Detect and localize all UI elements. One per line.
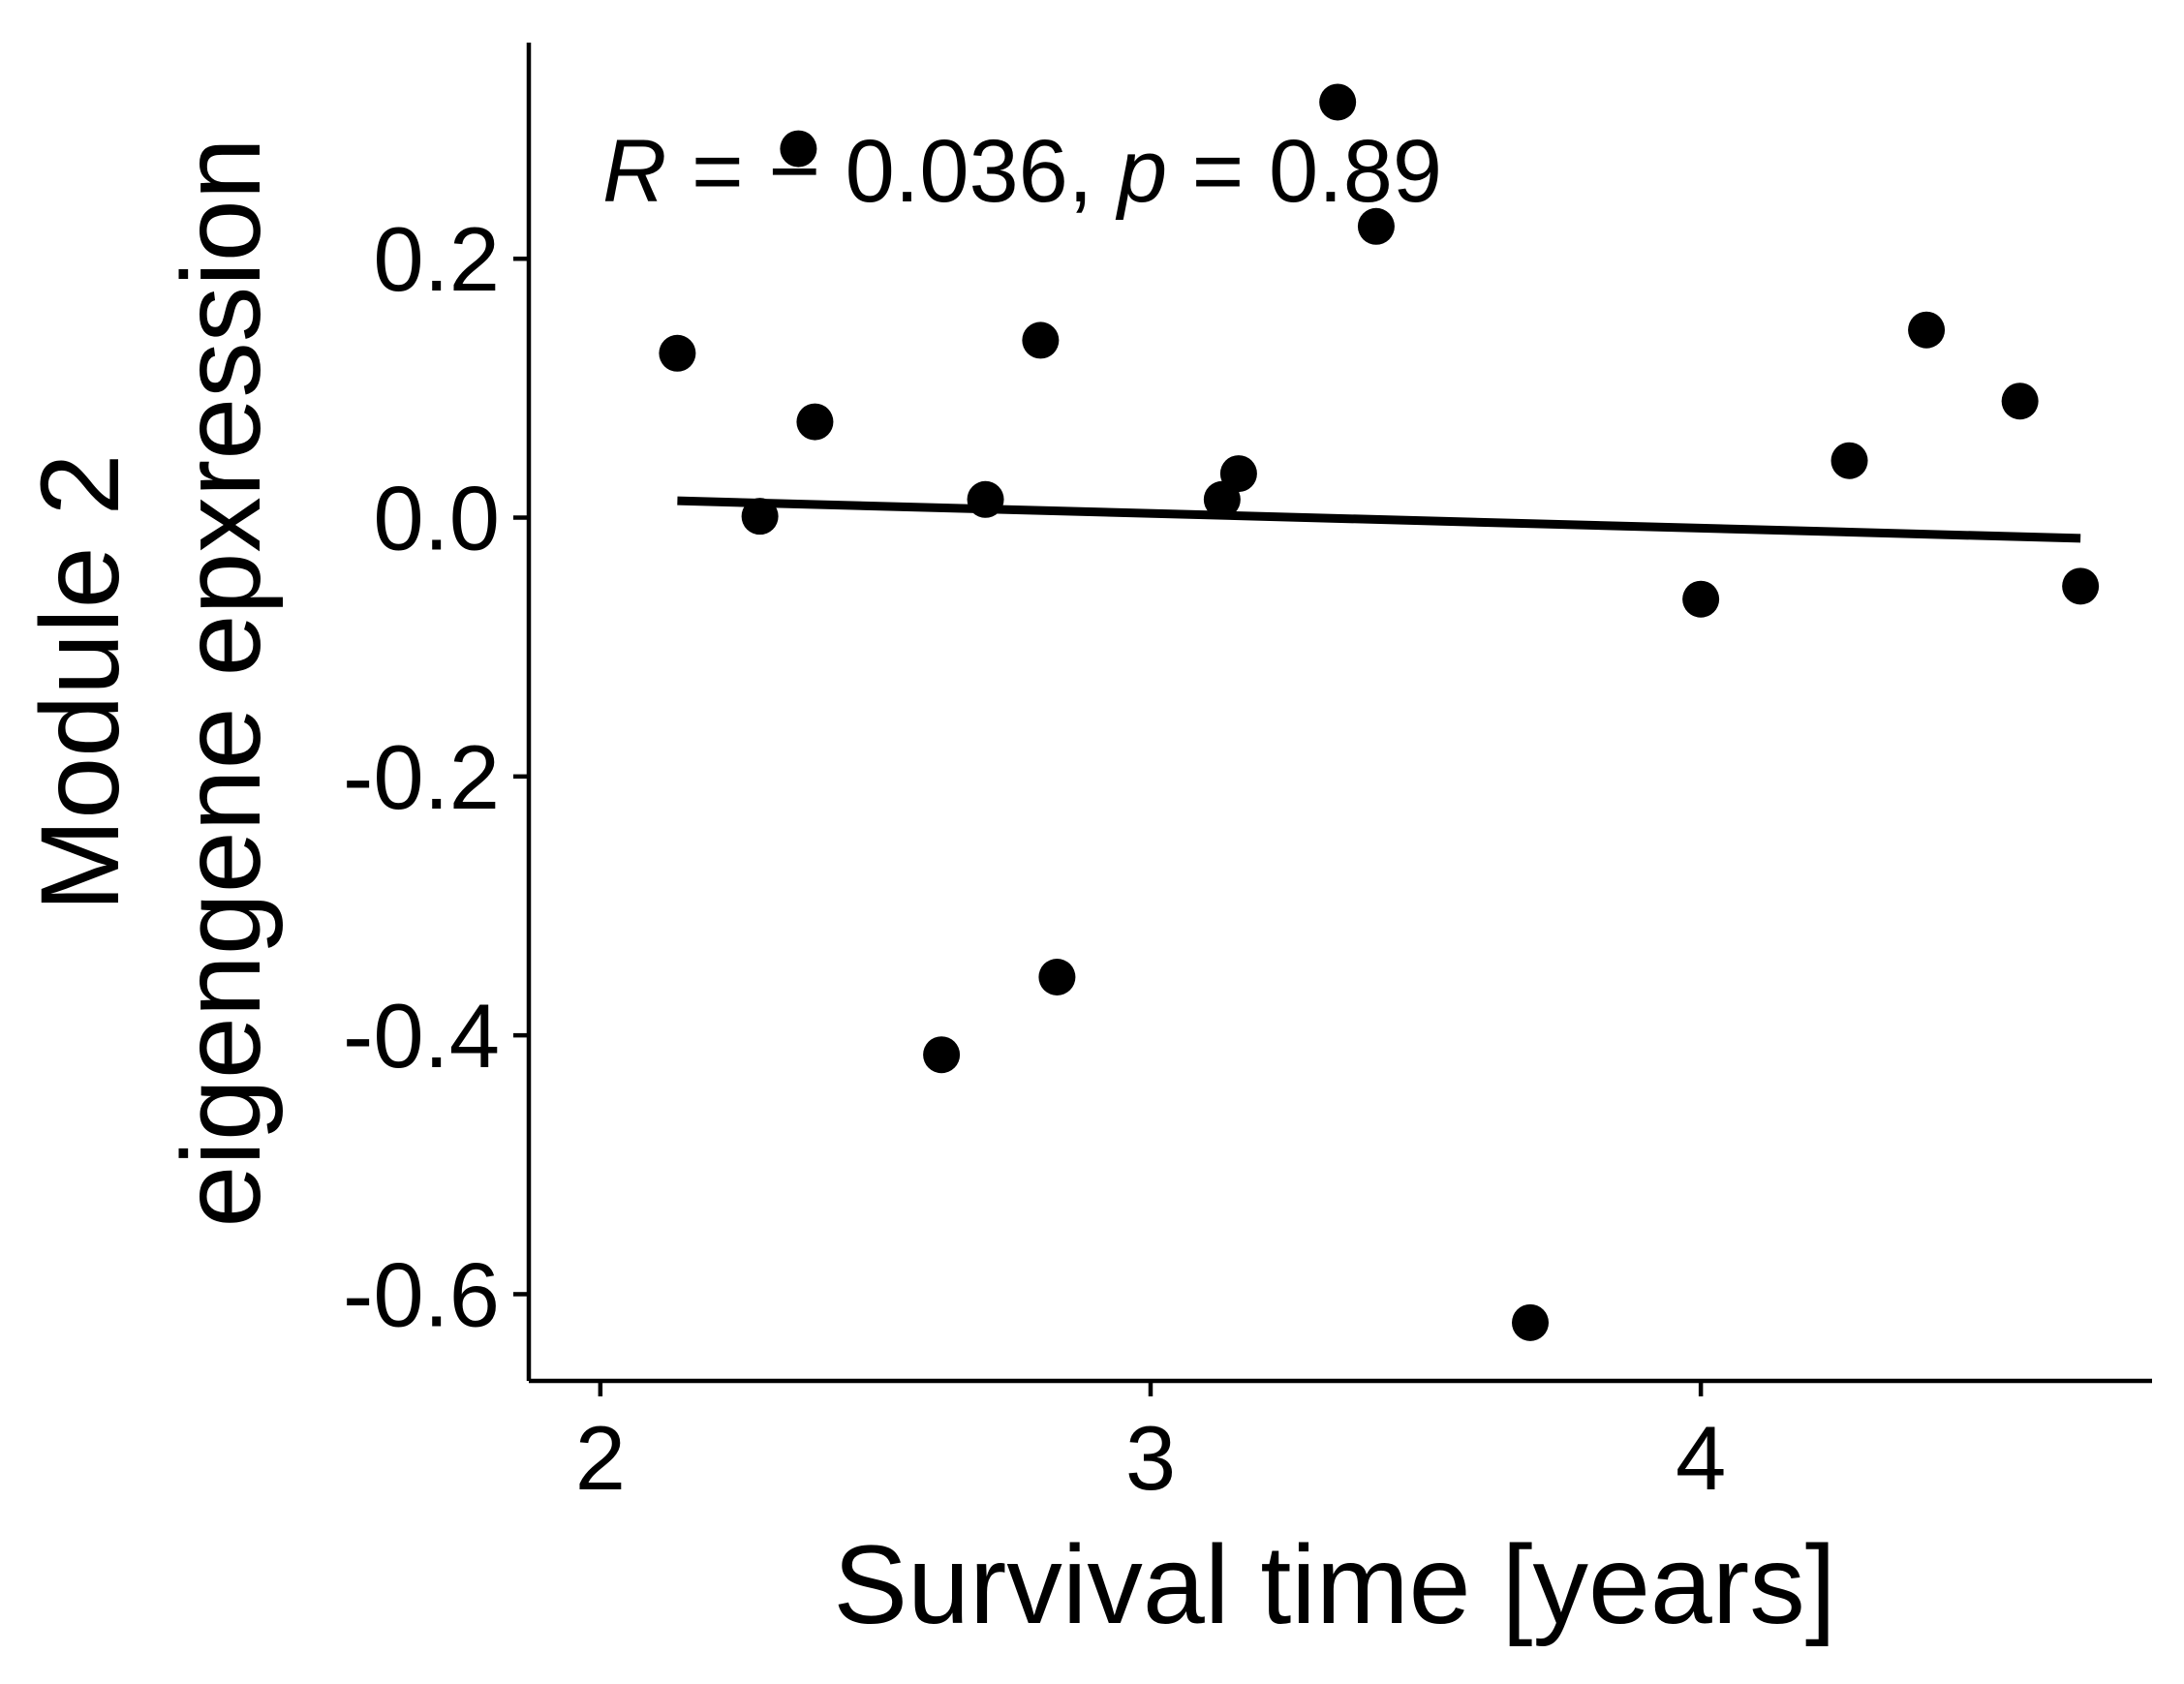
r-equals: =	[666, 122, 768, 221]
data-point	[1357, 207, 1395, 245]
data-point	[2062, 567, 2100, 605]
y-axis-title-line-1: Module 2	[18, 453, 142, 911]
p-equals: =	[1167, 122, 1269, 221]
p-value: 0.89	[1269, 122, 1442, 221]
data-point	[780, 130, 817, 168]
data-points	[659, 83, 2100, 1341]
data-point	[796, 403, 834, 441]
data-point	[741, 498, 779, 536]
p-label: p	[1115, 122, 1167, 221]
r-value: − 0.036,	[768, 122, 1118, 221]
data-point	[967, 480, 1004, 518]
x-axis-title: Survival time [years]	[833, 1523, 1835, 1647]
y-tick-label: -0.4	[343, 985, 500, 1087]
y-tick-label: 0.2	[373, 208, 500, 310]
data-point	[1022, 321, 1060, 359]
data-point	[659, 334, 696, 372]
y-tick-label: 0.0	[373, 468, 500, 569]
y-axis-ticks: -0.6 -0.4 -0.2 0.0 0.2	[343, 208, 529, 1345]
data-point	[1038, 958, 1076, 995]
y-axis-title-line-2: eigengene epxression	[160, 138, 284, 1227]
correlation-annotation: R = − 0.036, p = 0.89	[602, 122, 1442, 221]
x-tick-label: 3	[1125, 1407, 1176, 1509]
data-point	[923, 1036, 961, 1074]
data-point	[1682, 580, 1720, 618]
data-point	[1830, 442, 1868, 479]
x-tick-label: 4	[1676, 1407, 1726, 1509]
regression-line	[677, 496, 2081, 543]
r-label: R	[602, 122, 666, 221]
x-axis-ticks: 2 3 4	[575, 1381, 1726, 1509]
data-point	[1219, 455, 1257, 493]
data-point	[2001, 383, 2039, 420]
y-tick-label: -0.6	[343, 1243, 500, 1345]
y-tick-label: -0.2	[343, 726, 500, 828]
data-point	[1512, 1303, 1550, 1341]
data-point	[1908, 311, 1946, 349]
x-tick-label: 2	[575, 1407, 626, 1509]
data-point	[1319, 83, 1357, 121]
